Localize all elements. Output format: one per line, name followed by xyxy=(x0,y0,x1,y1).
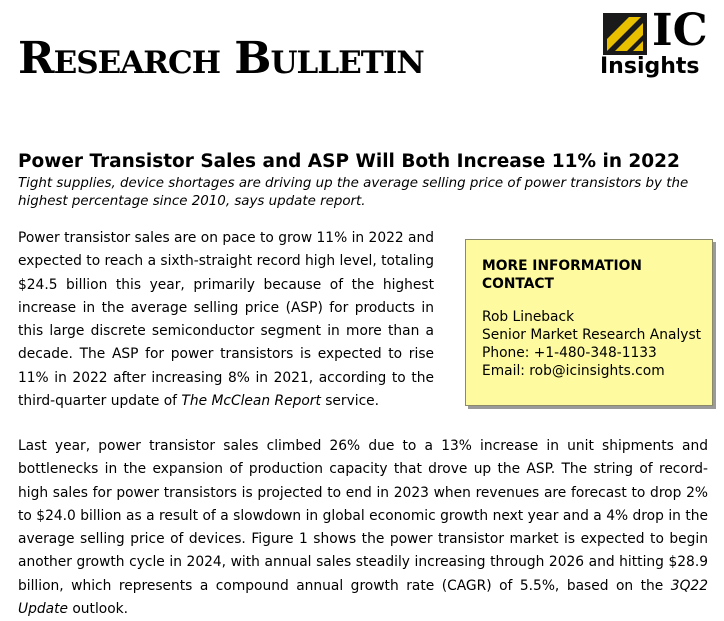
contact-email[interactable]: Email: rob@icinsights.com xyxy=(482,363,665,379)
contact-name: Rob Lineback xyxy=(482,309,575,325)
contact-phone: Phone: +1-480-348-1133 xyxy=(482,345,657,361)
ic-insights-logo: IC Insights xyxy=(600,6,716,82)
paragraph-2-text: Last year, power transistor sales climbe… xyxy=(18,438,708,594)
paragraph-2-end: outlook. xyxy=(67,601,129,618)
publication-name: The McClean Report xyxy=(181,393,321,410)
logo-mark-icon xyxy=(603,13,647,55)
info-box-title-2: CONTACT xyxy=(482,276,554,292)
logo-insights-text: Insights xyxy=(600,54,700,79)
article-subhead: Tight supplies, device shortages are dri… xyxy=(18,176,689,209)
paragraph-1-text: Power transistor sales are on pace to gr… xyxy=(18,230,434,410)
info-box-title-1: MORE INFORMATION xyxy=(482,258,642,274)
paragraph-1-end: service. xyxy=(320,393,380,410)
article-paragraph-1: Power transistor sales are on pace to gr… xyxy=(18,227,434,413)
logo-ic-text: IC xyxy=(652,5,708,56)
article-headline: Power Transistor Sales and ASP Will Both… xyxy=(18,151,680,172)
contact-role: Senior Market Research Analyst xyxy=(482,327,702,343)
more-information-box: MORE INFORMATION CONTACT Rob Lineback Se… xyxy=(465,239,713,406)
article-paragraph-2: Last year, power transistor sales climbe… xyxy=(18,435,708,621)
masthead-title: Research Bulletin xyxy=(18,33,425,84)
